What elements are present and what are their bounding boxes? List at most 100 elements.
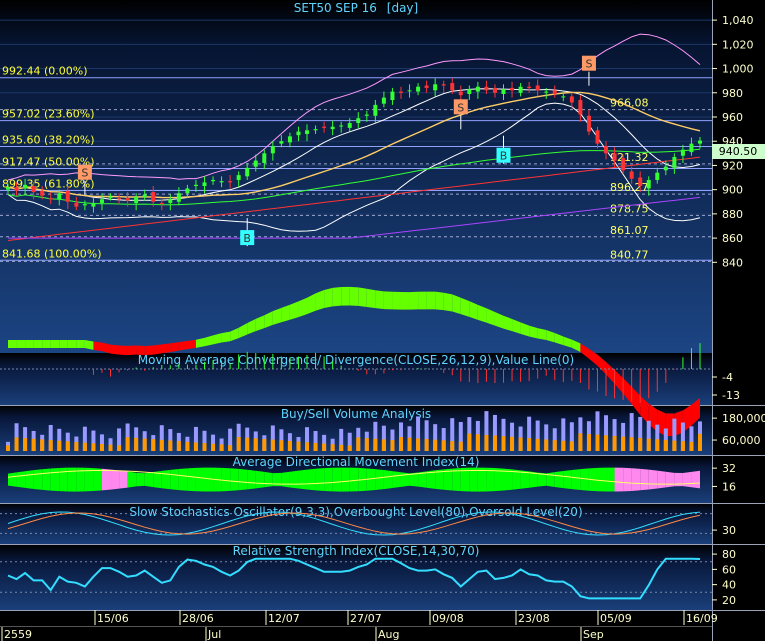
trend-purple-line <box>8 196 701 239</box>
buy-volume-bar <box>373 438 378 451</box>
buy-volume-bar <box>698 433 702 451</box>
sell-volume-bar <box>193 426 198 451</box>
buy-volume-bar <box>364 438 369 451</box>
candle-body <box>245 167 250 177</box>
candle-body <box>552 90 557 94</box>
buy-volume-bar <box>450 440 455 451</box>
buy-volume-bar <box>65 441 70 451</box>
buy-volume-bar <box>398 437 403 451</box>
macd-cloud-segment <box>170 342 179 353</box>
buy-volume-bar <box>356 437 361 451</box>
buy-volume-bar <box>117 445 122 451</box>
candle-body <box>475 86 480 92</box>
macd-cloud-segment <box>272 307 282 325</box>
sell-signal-label: S <box>81 167 88 180</box>
adx-ribbon-segment <box>144 472 154 488</box>
sell-volume-bar <box>433 424 438 451</box>
buy-volume-bar <box>108 444 113 451</box>
macd-cloud-segment <box>238 323 248 339</box>
buy-volume-bar <box>629 437 634 451</box>
buy-volume-bar <box>142 438 147 451</box>
level-label: 921.32 <box>610 151 649 164</box>
buy-volume-bar <box>339 444 344 451</box>
indicator-axis-label: 16 <box>722 480 736 493</box>
candle-body <box>398 91 403 93</box>
adx-ribbon-segment <box>537 472 547 487</box>
candle-body <box>510 87 515 91</box>
sell-volume-bar <box>501 418 506 451</box>
macd-cloud-segment <box>153 344 162 355</box>
macd-cloud-segment <box>264 311 273 329</box>
macd-cloud-segment <box>435 291 444 311</box>
adx-ribbon-segment <box>136 472 145 487</box>
buy-volume-bar <box>193 442 198 451</box>
stochastic-d-line <box>7 512 701 535</box>
sell-volume-bar <box>441 428 446 451</box>
adx-ribbon-segment <box>631 468 641 491</box>
buy-volume-bar <box>82 442 87 451</box>
macd-cloud-segment <box>409 291 419 310</box>
candle-body <box>484 86 489 91</box>
adx-ribbon-segment <box>469 467 478 492</box>
candle-body <box>356 118 361 124</box>
candle-body <box>416 86 421 92</box>
adx-ribbon-segment <box>614 467 624 492</box>
fib-level-label: 992.44 (0.00%) <box>2 65 88 78</box>
buy-volume-bar <box>612 435 617 451</box>
macd-cloud-segment <box>221 331 231 343</box>
adx-ribbon-segment <box>606 467 615 492</box>
macd-cloud-segment <box>119 345 128 356</box>
adx-ribbon-segment <box>76 467 85 492</box>
month-label: Jul <box>207 628 221 641</box>
buy-volume-bar <box>91 443 96 451</box>
macd-cloud-segment <box>452 294 461 315</box>
macd-cloud-segment <box>571 339 581 353</box>
adx-ribbon-segment <box>682 471 692 488</box>
adx-ribbon-segment <box>289 470 299 489</box>
buy-volume-bar <box>322 443 327 451</box>
candle-body <box>287 136 292 143</box>
adx-ribbon-segment <box>84 467 94 492</box>
buy-volume-bar <box>646 438 651 451</box>
adx-ribbon-segment <box>486 467 495 492</box>
sell-volume-bar <box>228 428 233 451</box>
month-label: 2559 <box>4 628 32 641</box>
candle-body <box>441 84 446 86</box>
indicator-axis-label: 60 <box>722 563 736 576</box>
macd-cloud-segment <box>255 315 265 332</box>
month-label: Sep <box>583 628 604 641</box>
adx-ribbon-segment <box>221 467 231 492</box>
buy-volume-bar <box>296 441 301 451</box>
macd-cloud-segment <box>50 340 60 348</box>
candle-body <box>48 198 53 200</box>
candle-body <box>99 199 104 203</box>
sell-volume-bar <box>159 425 164 451</box>
sell-signal-marker <box>453 99 468 115</box>
buy-volume-bar <box>151 439 156 451</box>
ma-short-line <box>7 88 701 201</box>
buy-volume-bar <box>48 440 53 451</box>
candle-body <box>586 115 591 132</box>
adx-ribbon-segment <box>247 469 256 490</box>
candle-body <box>313 129 318 131</box>
adx-ribbon-segment <box>665 471 675 488</box>
macd-cloud-segment <box>127 345 137 356</box>
sell-volume-bar <box>612 419 617 451</box>
macd-cloud-segment <box>324 287 333 308</box>
adx-ribbon-segment <box>580 468 589 491</box>
macd-cloud-segment <box>230 327 239 342</box>
buy-volume-bar <box>159 439 164 451</box>
buy-volume-bar <box>518 437 523 451</box>
candle-body <box>65 190 70 202</box>
macd-cloud-segment <box>67 340 77 348</box>
candle-body <box>322 126 327 128</box>
buy-volume-bar <box>211 443 216 451</box>
buy-volume-bar <box>313 442 318 451</box>
buy-volume-bar <box>168 440 173 451</box>
macd-cloud-segment <box>546 329 555 343</box>
buy-volume-bar <box>219 444 224 451</box>
adx-ribbon-segment <box>272 472 282 487</box>
adx-title: Average Directional Movement Index(14) <box>233 455 480 469</box>
macd-cloud-segment <box>358 287 367 308</box>
macd-cloud-segment <box>307 293 316 315</box>
